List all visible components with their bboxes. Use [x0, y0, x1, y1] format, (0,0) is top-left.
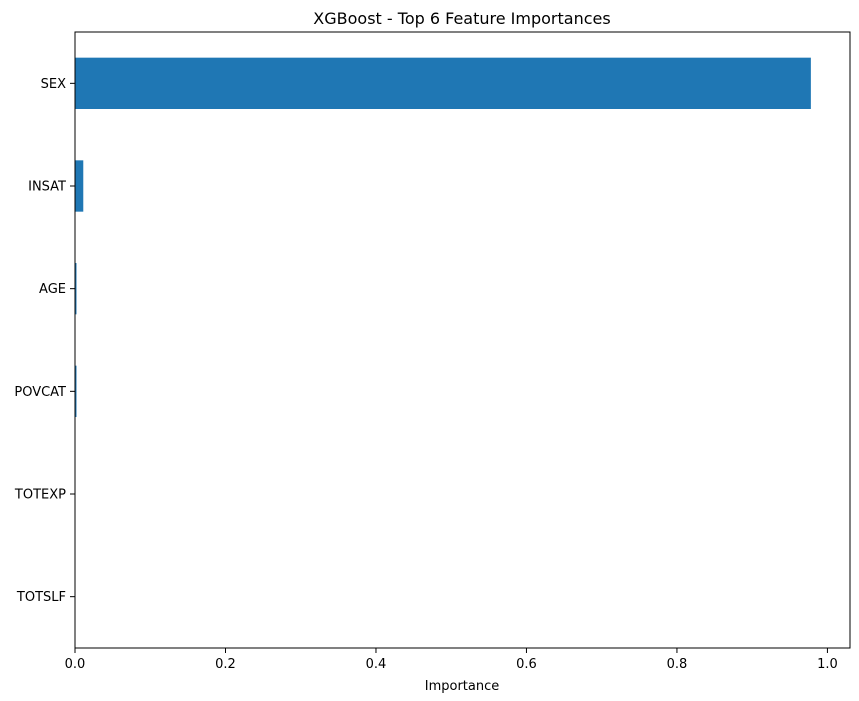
- x-tick-label: 0.8: [667, 657, 688, 672]
- x-tick-label: 0.0: [65, 657, 86, 672]
- y-tick-label-totslf: TOTSLF: [16, 590, 66, 605]
- bar-sex: [75, 57, 811, 109]
- x-tick-label: 1.0: [817, 657, 838, 672]
- y-tick-label-insat: INSAT: [28, 180, 66, 195]
- plot-frame: [74, 31, 851, 649]
- bar-povcat: [75, 365, 77, 417]
- y-tick-label-sex: SEX: [41, 77, 66, 92]
- bar-age: [75, 263, 77, 315]
- x-tick-label: 0.6: [516, 657, 537, 672]
- x-tick-label: 0.2: [215, 657, 236, 672]
- chart-title: XGBoost - Top 6 Feature Importances: [313, 9, 610, 28]
- y-tick-label-povcat: POVCAT: [14, 385, 66, 400]
- y-tick-label-totexp: TOTEXP: [14, 488, 66, 503]
- x-axis-ticks: 0.0 0.2 0.4 0.6 0.8 1.0: [65, 648, 838, 672]
- bars-group: [75, 57, 811, 417]
- x-axis-label: Importance: [425, 679, 500, 694]
- y-tick-label-age: AGE: [39, 282, 66, 297]
- bar-insat: [75, 160, 84, 212]
- y-axis-ticks: SEX INSAT AGE POVCAT TOTEXP TOTSLF: [14, 77, 75, 605]
- x-tick-label: 0.4: [366, 657, 387, 672]
